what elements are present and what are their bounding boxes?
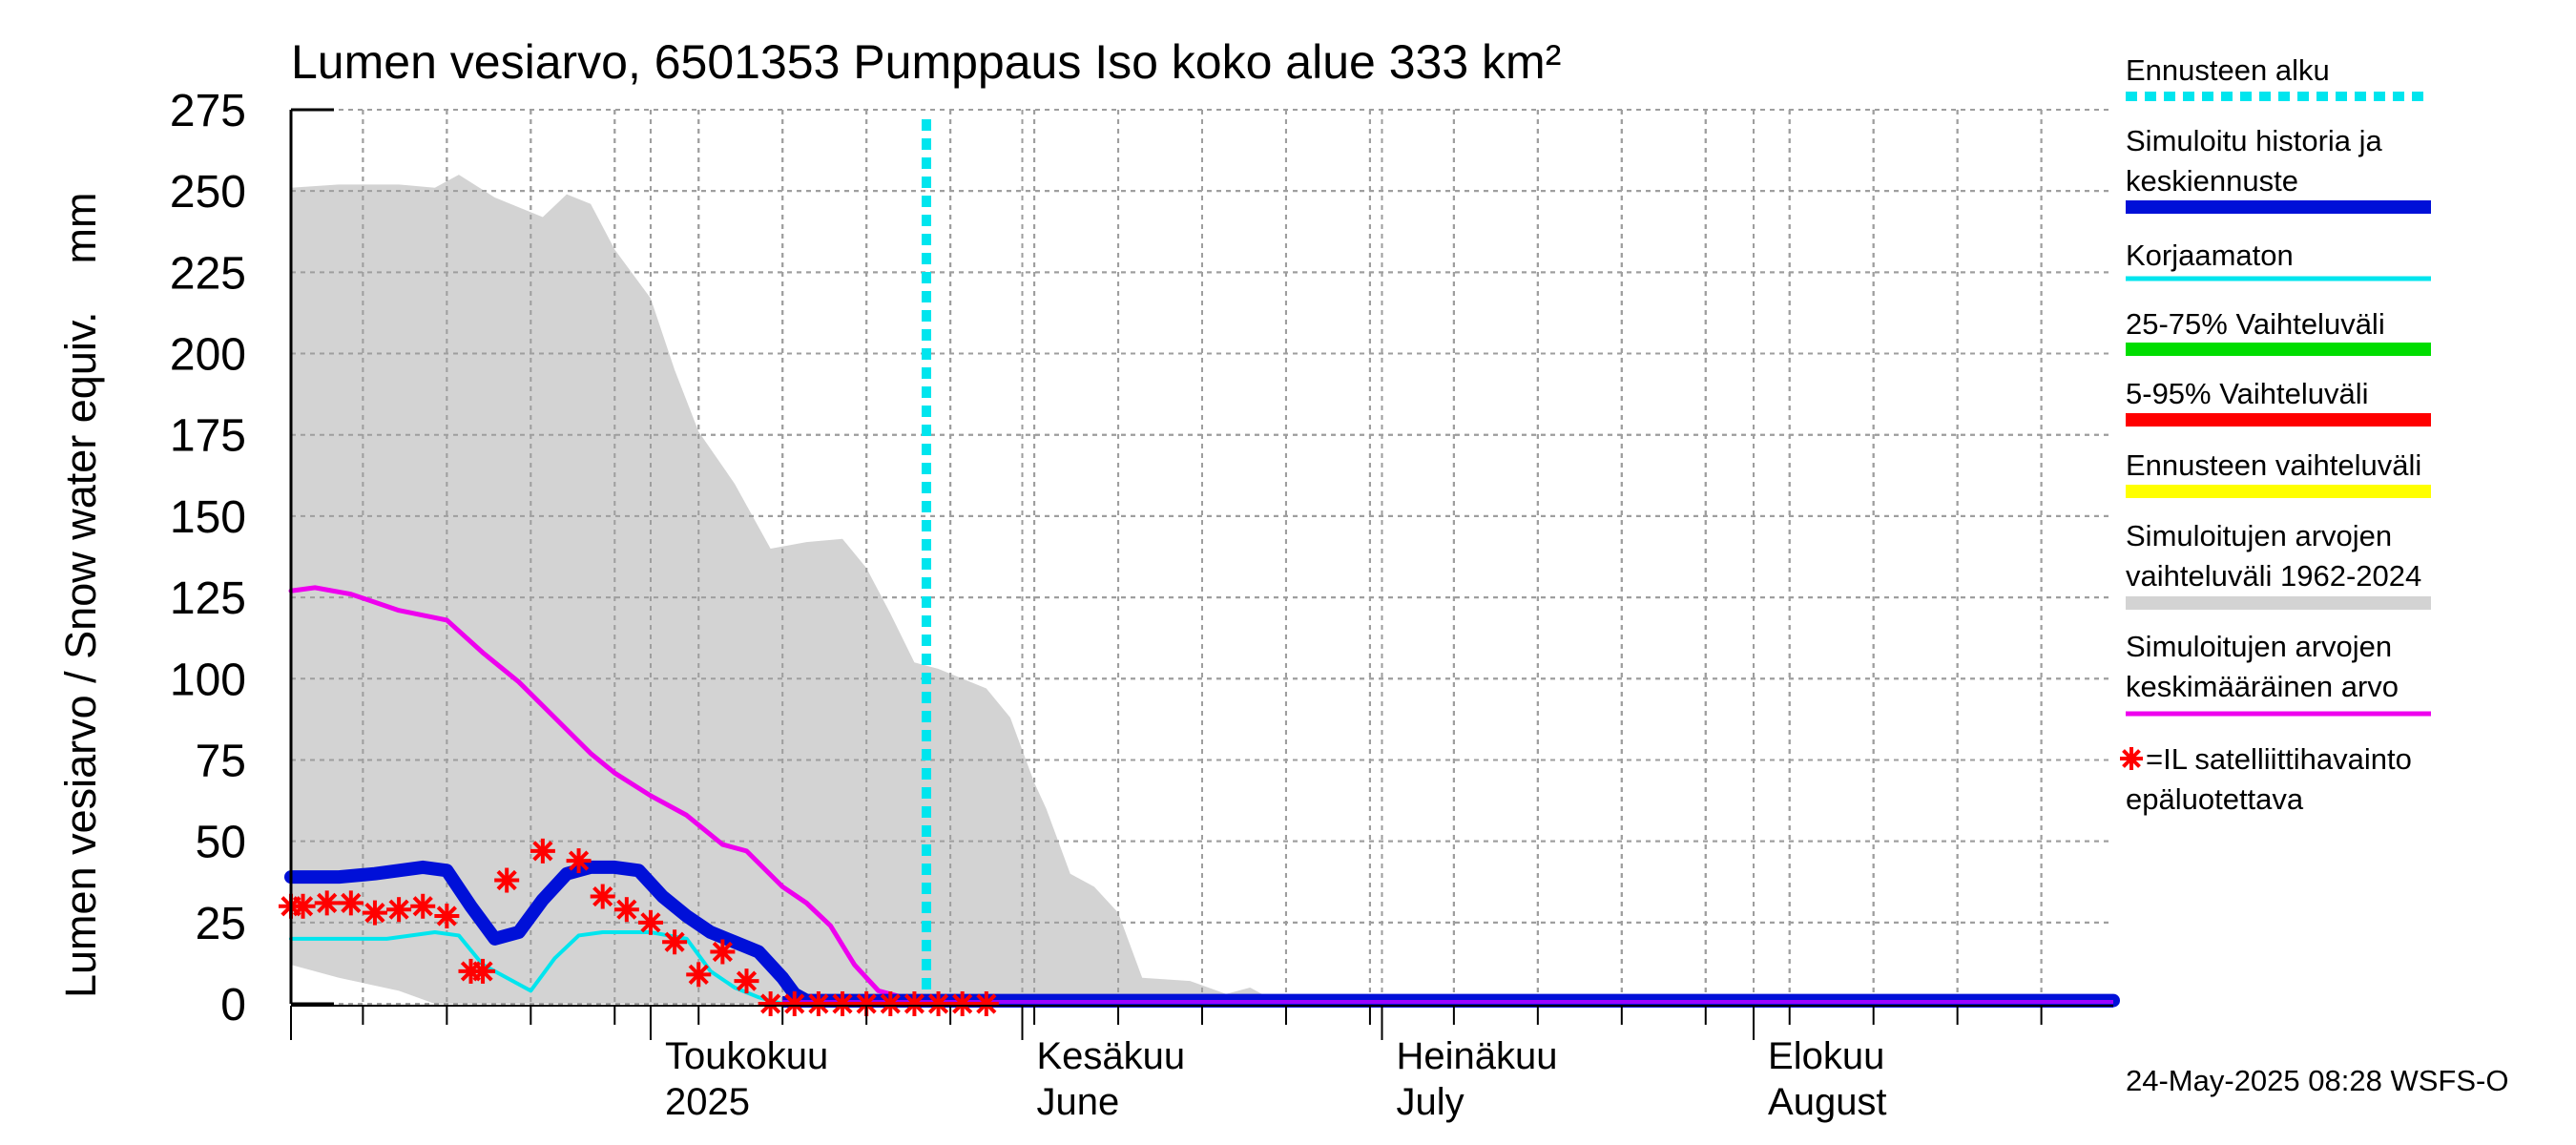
legend-label: 5-95% Vaihteluväli bbox=[2126, 377, 2368, 410]
y-tick-label: 125 bbox=[170, 573, 246, 624]
legend: Ennusteen alku Simuloitu historia ja keski… bbox=[2120, 53, 2431, 816]
satellite-marker bbox=[290, 893, 316, 919]
y-tick-labels: 0 25 50 75 100 125 150 175 200 225 250 275 bbox=[170, 86, 246, 1030]
y-tick-label: 100 bbox=[170, 655, 246, 705]
satellite-marker bbox=[830, 991, 856, 1016]
footer-timestamp: 24-May-2025 08:28 WSFS-O bbox=[2126, 1064, 2508, 1097]
legend-item: 25-75% Vaihteluväli bbox=[2126, 307, 2431, 356]
satellite-marker bbox=[662, 929, 688, 955]
satellite-marker bbox=[710, 939, 736, 965]
satellite-marker bbox=[613, 897, 639, 923]
month-label-secondary: June bbox=[1037, 1081, 1120, 1123]
legend-item: Simuloitujen arvojen keskimääräinen arvo bbox=[2126, 630, 2431, 717]
y-tick-label: 250 bbox=[170, 167, 246, 218]
legend-label: Ennusteen alku bbox=[2126, 53, 2330, 87]
satellite-marker bbox=[781, 991, 807, 1016]
legend-label: vaihteluväli 1962-2024 bbox=[2126, 559, 2421, 593]
legend-star-marker bbox=[2120, 747, 2143, 770]
series-lines-layer bbox=[284, 119, 2120, 1008]
month-label-secondary: August bbox=[1768, 1081, 1887, 1123]
satellite-marker bbox=[758, 991, 783, 1016]
legend-label: Korjaamaton bbox=[2126, 239, 2294, 272]
month-label-secondary: 2025 bbox=[665, 1081, 750, 1123]
y-tick-label: 200 bbox=[170, 330, 246, 381]
satellite-marker bbox=[686, 962, 712, 988]
legend-item: Ennusteen alku bbox=[2126, 53, 2431, 101]
legend-label: Simuloitujen arvojen bbox=[2126, 519, 2392, 552]
satellite-marker bbox=[734, 968, 759, 994]
y-tick-label: 175 bbox=[170, 411, 246, 462]
satellite-marker bbox=[386, 897, 412, 923]
historical-range-band bbox=[291, 175, 2113, 1005]
y-tick-label: 25 bbox=[196, 899, 246, 949]
mean-value-line bbox=[288, 585, 2116, 1000]
legend-label: =IL satelliittihavainto bbox=[2146, 742, 2412, 776]
legend-item: Ennusteen vaihteluväli bbox=[2126, 448, 2431, 498]
satellite-marker bbox=[530, 838, 555, 864]
legend-label: Ennusteen vaihteluväli bbox=[2126, 448, 2421, 482]
satellite-marker bbox=[637, 909, 663, 935]
legend-item: Korjaamaton bbox=[2126, 239, 2431, 281]
range-band-layer bbox=[291, 175, 2113, 1005]
satellite-marker bbox=[314, 890, 340, 916]
legend-item: =IL satelliittihavainto epäluotettava bbox=[2120, 742, 2412, 816]
y-tick-label: 50 bbox=[196, 818, 246, 868]
satellite-marker bbox=[949, 991, 975, 1016]
month-label-secondary: July bbox=[1396, 1081, 1464, 1123]
month-label: Toukokuu bbox=[665, 1035, 828, 1077]
month-label: Kesäkuu bbox=[1037, 1035, 1186, 1077]
satellite-marker bbox=[410, 893, 436, 919]
satellite-marker bbox=[590, 884, 615, 909]
y-tick-label: 0 bbox=[220, 980, 246, 1030]
satellite-marker bbox=[434, 904, 460, 929]
satellite-marker bbox=[470, 958, 496, 984]
satellite-marker bbox=[805, 991, 831, 1016]
legend-label: Simuloitujen arvojen bbox=[2126, 630, 2392, 663]
legend-label: epäluotettava bbox=[2126, 782, 2304, 816]
month-label: Heinäkuu bbox=[1396, 1035, 1557, 1077]
legend-label: 25-75% Vaihteluväli bbox=[2126, 307, 2385, 341]
y-tick-label: 225 bbox=[170, 248, 246, 299]
month-label: Elokuu bbox=[1768, 1035, 1884, 1077]
legend-item: Simuloitujen arvojen vaihteluväli 1962-20… bbox=[2126, 519, 2431, 610]
satellite-marker bbox=[362, 900, 387, 926]
y-axis-label: Lumen vesiarvo / Snow water equiv. mm bbox=[56, 193, 105, 999]
legend-label: keskiennuste bbox=[2126, 164, 2298, 198]
satellite-marker bbox=[973, 991, 999, 1016]
satellite-marker bbox=[902, 991, 927, 1016]
legend-item: Simuloitu historia ja keskiennuste bbox=[2126, 124, 2431, 214]
simulated-history-line bbox=[284, 860, 2120, 1008]
y-tick-label: 150 bbox=[170, 492, 246, 543]
satellite-marker bbox=[878, 991, 904, 1016]
axes bbox=[289, 108, 2113, 1040]
satellite-marker bbox=[566, 848, 592, 874]
satellite-marker bbox=[925, 991, 951, 1016]
y-tick-label: 275 bbox=[170, 86, 246, 136]
legend-label: Simuloitu historia ja bbox=[2126, 124, 2383, 157]
satellite-marker bbox=[338, 890, 364, 916]
legend-item: 5-95% Vaihteluväli bbox=[2126, 377, 2431, 427]
legend-label: keskimääräinen arvo bbox=[2126, 670, 2399, 703]
satellite-marker bbox=[494, 867, 520, 893]
chart-title: Lumen vesiarvo, 6501353 Pumppaus Iso kok… bbox=[291, 35, 1561, 89]
y-tick-label: 75 bbox=[196, 736, 246, 786]
